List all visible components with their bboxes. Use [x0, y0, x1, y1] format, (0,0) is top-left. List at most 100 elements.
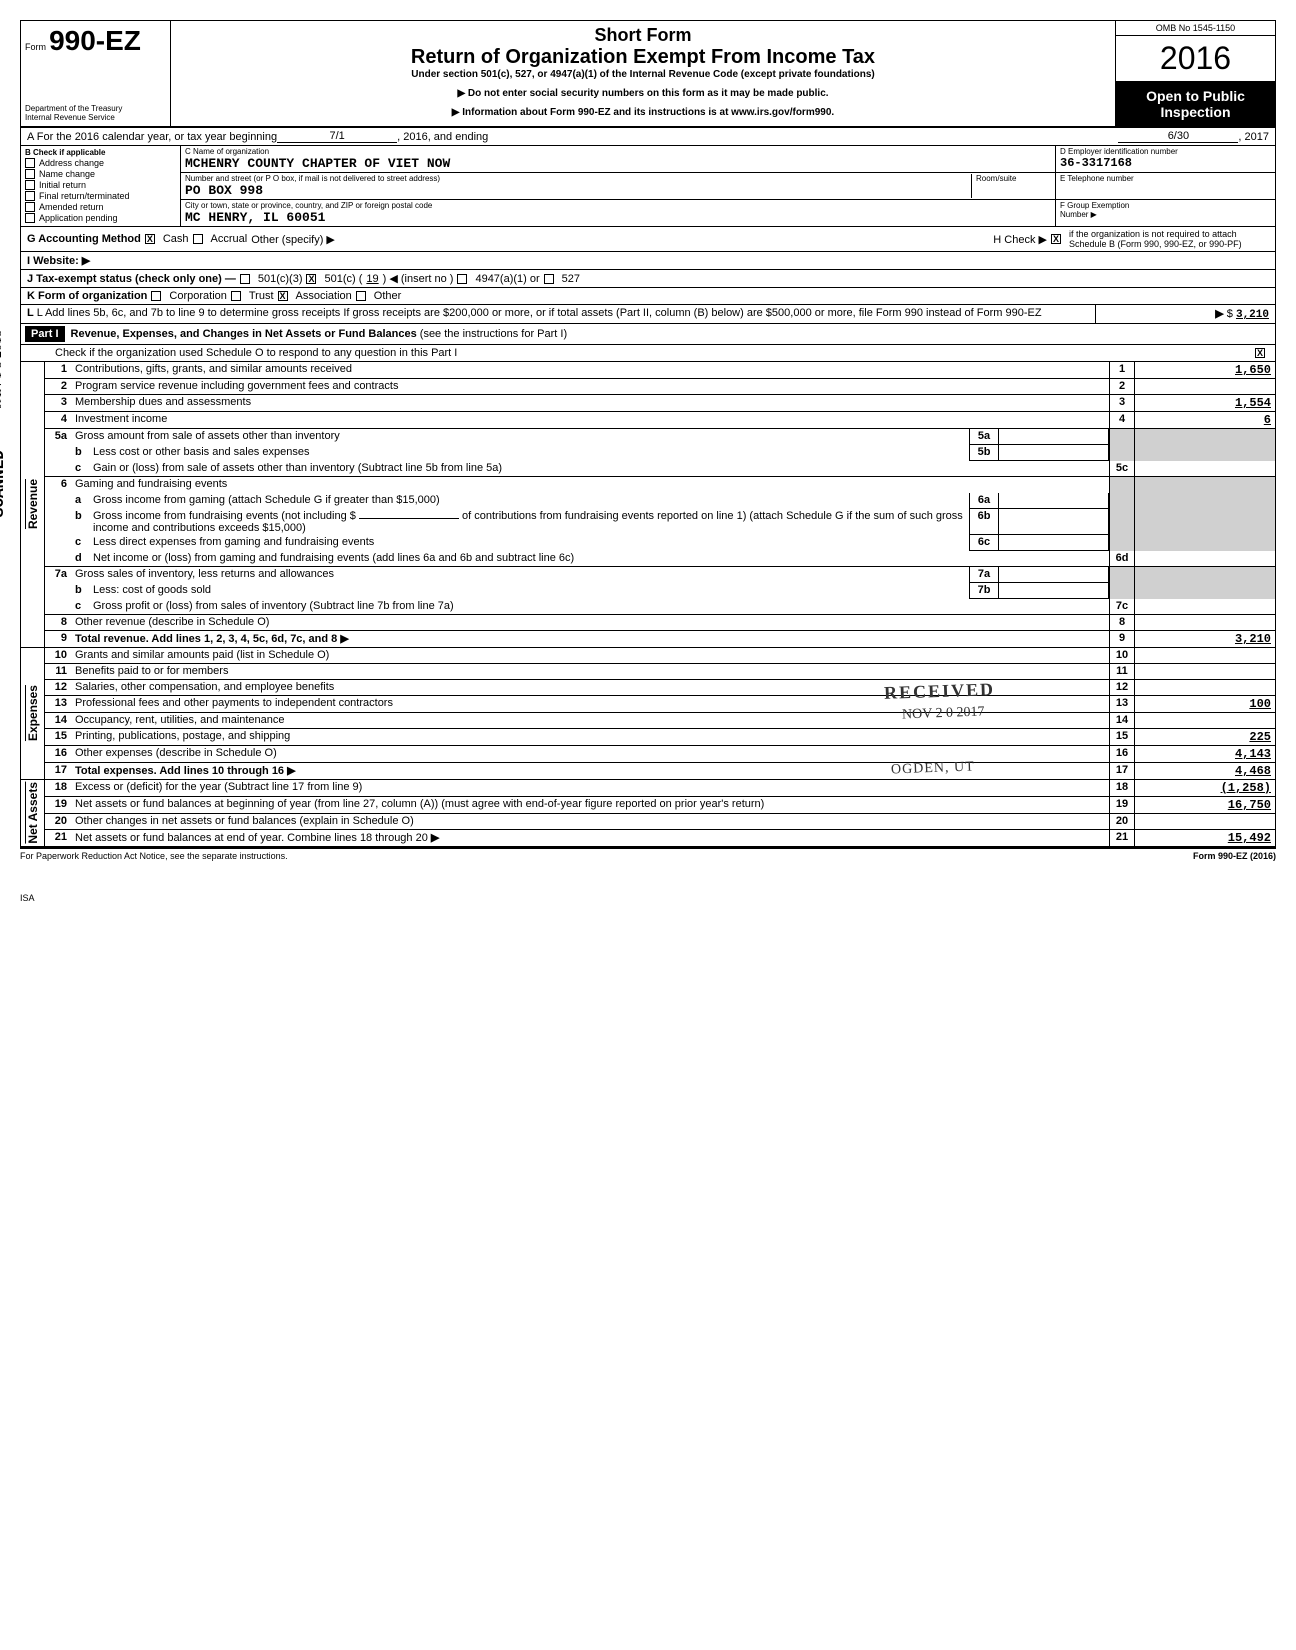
cb-trust[interactable] — [231, 291, 241, 301]
cb-application-pending[interactable]: Application pending — [25, 213, 176, 223]
part-1-title: Revenue, Expenses, and Changes in Net As… — [71, 328, 417, 340]
cb-final-return[interactable]: Final return/terminated — [25, 191, 176, 201]
open-public-1: Open to Public — [1118, 88, 1273, 104]
line-10-num: 10 — [45, 648, 71, 663]
line-5c-desc: Gain or (loss) from sale of assets other… — [89, 461, 1109, 476]
line-19-amt: 16,750 — [1135, 797, 1275, 813]
line-6-num: 6 — [45, 477, 71, 493]
col-b-header: B Check if applicable — [25, 148, 176, 157]
cb-cash[interactable]: X — [145, 234, 155, 244]
scanned-date-stamp: JAN 1 8 2018 — [0, 330, 6, 408]
line-12-num: 12 — [45, 680, 71, 695]
city-label: City or town, state or province, country… — [185, 201, 1051, 210]
line-12-rnum: 12 — [1109, 680, 1135, 695]
line-7b-num: b — [71, 583, 89, 599]
cb-501c[interactable]: X — [306, 274, 316, 284]
accrual-label: Accrual — [211, 233, 248, 245]
line-5b-amt — [1135, 445, 1275, 461]
line-6d-desc: Net income or (loss) from gaming and fun… — [89, 551, 1109, 566]
dept-irs: Internal Revenue Service — [25, 113, 166, 122]
line-7b-desc: Less: cost of goods sold — [89, 583, 969, 599]
column-b: B Check if applicable Address change Nam… — [21, 146, 181, 226]
line-12-amt — [1135, 680, 1275, 695]
line-3-desc: Membership dues and assessments — [71, 395, 1109, 411]
line-21-num: 21 — [45, 830, 71, 846]
org-name-label: C Name of organization — [185, 147, 1051, 156]
line-5b: b Less cost or other basis and sales exp… — [45, 445, 1275, 461]
cb-501c3[interactable] — [240, 274, 250, 284]
title-under: Under section 501(c), 527, or 4947(a)(1)… — [179, 69, 1107, 80]
line-20-amt — [1135, 814, 1275, 829]
cb-initial-return[interactable]: Initial return — [25, 180, 176, 190]
line-l-text: L L Add lines 5b, 6c, and 7b to line 9 t… — [21, 305, 1095, 323]
city-row: City or town, state or province, country… — [181, 200, 1055, 226]
line-5c: c Gain or (loss) from sale of assets oth… — [45, 461, 1275, 477]
column-d: D Employer identification number 36-3317… — [1055, 146, 1275, 226]
line-9-num: 9 — [45, 631, 71, 647]
part-1-header: Part I Revenue, Expenses, and Changes in… — [21, 324, 1275, 345]
cb-amended-return[interactable]: Amended return — [25, 202, 176, 212]
line-7a-rnum — [1109, 567, 1135, 583]
line-10: 10 Grants and similar amounts paid (list… — [45, 648, 1275, 664]
cb-527[interactable] — [544, 274, 554, 284]
cb-other-org[interactable] — [356, 291, 366, 301]
line-7c-rnum: 7c — [1109, 599, 1135, 614]
line-16-num: 16 — [45, 746, 71, 762]
cb-association[interactable]: X — [278, 291, 288, 301]
line-17-rnum: 17 — [1109, 763, 1135, 779]
line-10-rnum: 10 — [1109, 648, 1135, 663]
line-19-rnum: 19 — [1109, 797, 1135, 813]
line-6-desc: Gaming and fundraising events — [71, 477, 1109, 493]
line-16-amt: 4,143 — [1135, 746, 1275, 762]
line-5b-num: b — [71, 445, 89, 461]
opt-501c3: 501(c)(3) — [258, 273, 303, 285]
line-l: L L Add lines 5b, 6c, and 7b to line 9 t… — [21, 305, 1275, 324]
cb-schedule-o[interactable]: X — [1255, 348, 1265, 358]
cb-4947[interactable] — [457, 274, 467, 284]
line-6a-desc: Gross income from gaming (attach Schedul… — [89, 493, 969, 509]
line-5c-num: c — [71, 461, 89, 476]
group-exemption-row: F Group Exemption Number ▶ — [1056, 200, 1275, 226]
room-label: Room/suite — [976, 174, 1051, 183]
line-4-amt: 6 — [1135, 412, 1275, 428]
cb-accrual[interactable] — [193, 234, 203, 244]
line-11-amt — [1135, 664, 1275, 679]
line-7a-val — [999, 567, 1109, 583]
line-16-rnum: 16 — [1109, 746, 1135, 762]
opt-527: 527 — [562, 273, 580, 285]
received-stamp: RECEIVED — [884, 679, 996, 704]
notice-info: ▶ Information about Form 990-EZ and its … — [179, 107, 1107, 118]
line-6c-desc: Less direct expenses from gaming and fun… — [89, 535, 969, 551]
line-14: 14 Occupancy, rent, utilities, and maint… — [45, 713, 1275, 729]
line-6b-val — [999, 509, 1109, 535]
line-15-desc: Printing, publications, postage, and shi… — [71, 729, 1109, 745]
line-11-desc: Benefits paid to or for members — [71, 664, 1109, 679]
scanned-stamp: SCANNED — [0, 450, 8, 517]
cb-address-change[interactable]: Address change — [25, 158, 176, 168]
line-21-desc: Net assets or fund balances at end of ye… — [75, 832, 428, 844]
opt-501c-suffix: ) ◀ (insert no ) — [383, 272, 454, 285]
line-2-rnum: 2 — [1109, 379, 1135, 394]
line-l-desc: L Add lines 5b, 6c, and 7b to line 9 to … — [37, 307, 1042, 319]
cb-schedule-b[interactable]: X — [1051, 234, 1061, 244]
line-20-desc: Other changes in net assets or fund bala… — [71, 814, 1109, 829]
line-5a-amt — [1135, 429, 1275, 445]
line-6c-box: 6c — [969, 535, 999, 551]
line-6a-rnum — [1109, 493, 1135, 509]
line-3-num: 3 — [45, 395, 71, 411]
line-14-amt — [1135, 713, 1275, 728]
cb-name-change[interactable]: Name change — [25, 169, 176, 179]
line-18-desc: Excess or (deficit) for the year (Subtra… — [71, 780, 1109, 796]
net-assets-side-label: Net Assets — [21, 780, 45, 846]
line-h-text1: H Check ▶ — [993, 233, 1047, 246]
line-19: 19 Net assets or fund balances at beginn… — [45, 797, 1275, 814]
line-17-amt: 4,468 — [1135, 763, 1275, 779]
line-4: 4 Investment income 4 6 — [45, 412, 1275, 429]
cb-corporation[interactable] — [151, 291, 161, 301]
line-6c-val — [999, 535, 1109, 551]
part-1-badge: Part I — [25, 326, 65, 342]
line-5b-val — [999, 445, 1109, 461]
org-name-value: MCHENRY COUNTY CHAPTER OF VIET NOW — [185, 156, 1051, 171]
ein-row: D Employer identification number 36-3317… — [1056, 146, 1275, 173]
form-page: Form 990-EZ Department of the Treasury I… — [20, 20, 1276, 849]
